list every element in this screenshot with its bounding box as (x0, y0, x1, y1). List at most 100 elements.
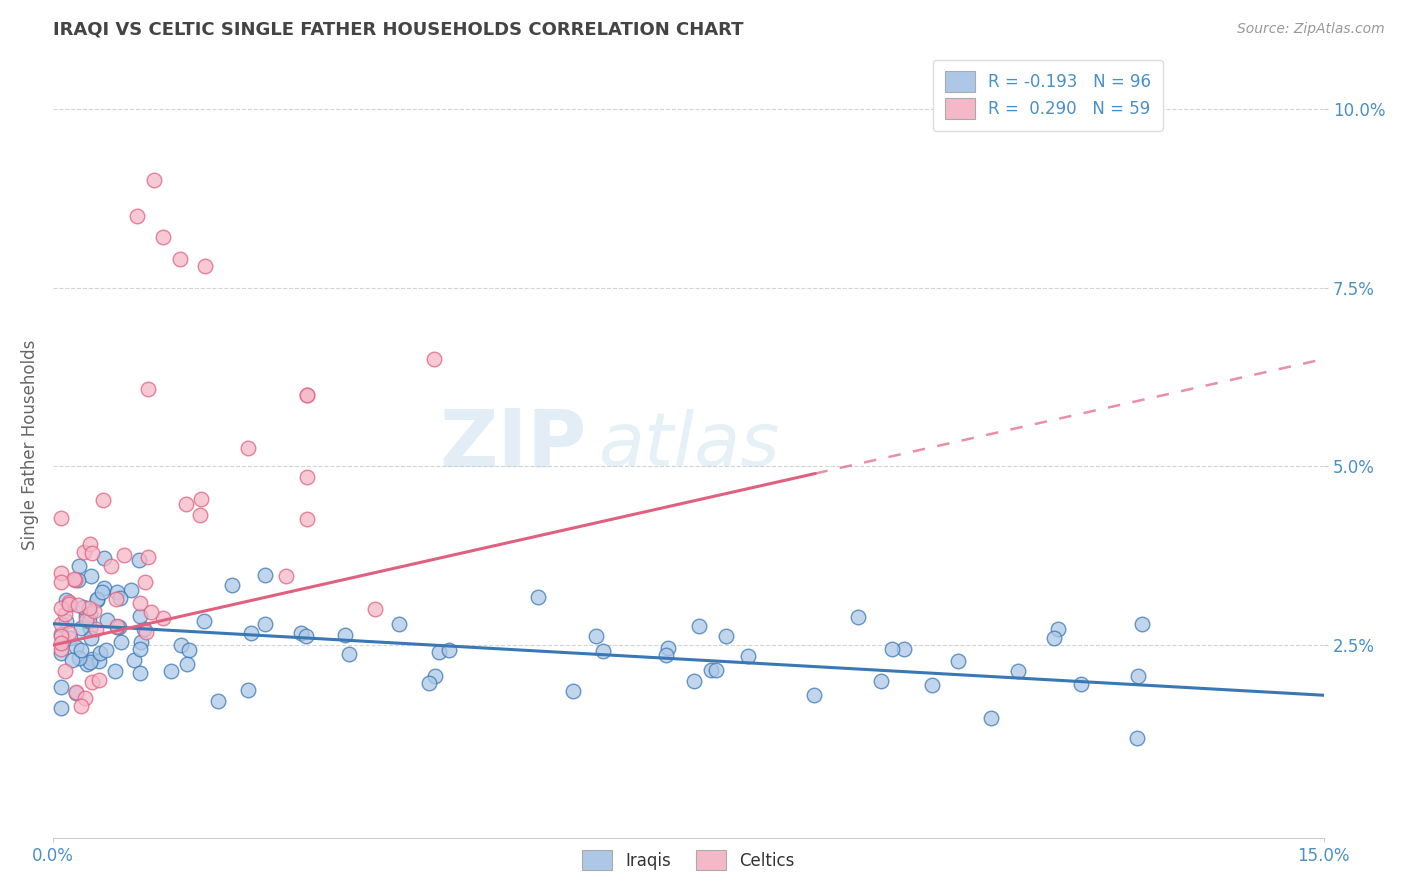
Point (176, 657, 198, 671)
Point (290, 626, 312, 640)
Point (295, 387, 318, 401)
Point (129, 634, 152, 648)
Point (683, 673, 706, 688)
Point (1130, 616, 1153, 631)
Point (63, 572, 86, 586)
Point (128, 553, 150, 567)
Point (51, 642, 73, 657)
Point (83, 603, 105, 617)
Point (921, 678, 943, 692)
Point (1007, 664, 1029, 678)
Point (170, 638, 193, 652)
Point (176, 497, 198, 511)
Point (295, 512, 318, 526)
Point (169, 252, 191, 266)
Point (134, 574, 156, 589)
Point (93, 550, 115, 565)
Point (1043, 631, 1066, 645)
Point (94, 642, 117, 657)
Point (427, 645, 450, 659)
Point (75, 608, 97, 623)
Point (108, 620, 131, 634)
Point (70, 642, 93, 657)
Point (51, 646, 73, 660)
Point (100, 558, 122, 573)
Point (104, 591, 127, 606)
Point (73, 545, 96, 559)
Point (105, 620, 128, 634)
Point (238, 683, 260, 698)
Point (51, 601, 73, 615)
Point (58, 625, 80, 640)
Point (128, 608, 150, 623)
Point (53, 607, 76, 622)
Point (295, 629, 318, 643)
Point (239, 625, 262, 640)
Point (1126, 731, 1149, 746)
Point (585, 629, 607, 643)
Point (79, 537, 101, 551)
Point (803, 688, 825, 702)
Point (91, 493, 114, 508)
Point (688, 619, 710, 633)
Point (295, 470, 318, 484)
Point (80, 675, 103, 690)
Point (657, 641, 679, 656)
Point (86, 593, 108, 607)
Point (655, 648, 678, 663)
Point (179, 643, 201, 657)
Point (79, 621, 101, 635)
Point (135, 624, 157, 639)
Point (527, 590, 550, 604)
Point (700, 663, 723, 677)
Point (80, 651, 103, 665)
Point (58, 597, 80, 611)
Point (221, 578, 243, 592)
Point (79, 600, 101, 615)
Point (562, 684, 585, 698)
Point (59, 597, 82, 611)
Point (152, 230, 174, 244)
Point (418, 676, 440, 690)
Point (77, 615, 100, 629)
Point (79, 656, 101, 670)
Point (58, 595, 80, 609)
Point (127, 209, 149, 223)
Point (75, 613, 97, 627)
Point (59, 631, 82, 645)
Point (238, 442, 260, 456)
Point (51, 574, 73, 589)
Point (253, 568, 276, 582)
Point (86, 592, 108, 607)
Point (67, 651, 90, 665)
Point (1126, 669, 1149, 683)
Point (51, 635, 73, 649)
Point (104, 664, 127, 678)
Point (79, 607, 101, 622)
Point (129, 666, 152, 681)
Point (60, 653, 83, 667)
Point (67, 574, 90, 588)
Point (51, 617, 73, 632)
Point (737, 648, 759, 663)
Point (253, 617, 276, 632)
Point (51, 629, 73, 643)
Point (55, 614, 77, 628)
Point (51, 511, 73, 525)
Point (1070, 677, 1092, 691)
Point (80, 569, 103, 583)
Point (437, 642, 460, 657)
Point (122, 653, 145, 667)
Point (276, 569, 298, 583)
Point (76, 657, 98, 671)
Point (51, 680, 73, 694)
Point (96, 613, 118, 627)
Point (194, 259, 217, 273)
Point (110, 591, 132, 605)
Point (846, 609, 869, 624)
Point (66, 599, 89, 613)
Point (980, 711, 1002, 725)
Point (65, 685, 87, 699)
Point (110, 635, 132, 649)
Point (193, 614, 215, 628)
